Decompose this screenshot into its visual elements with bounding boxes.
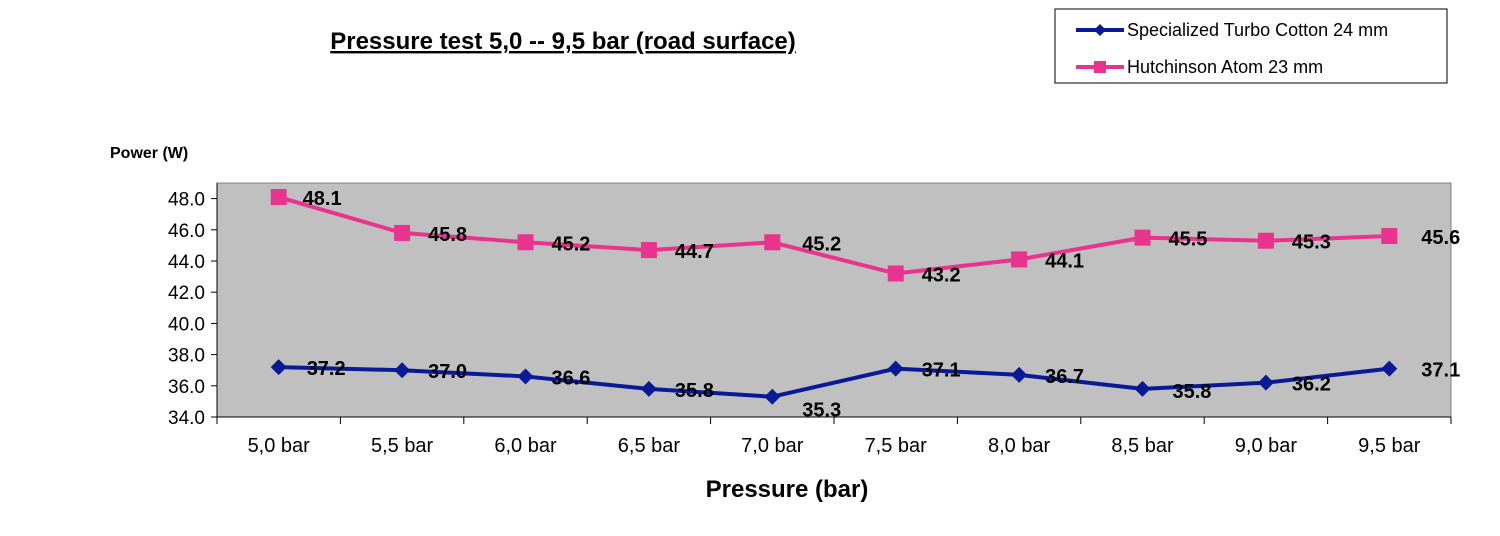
x-tick-label: 6,0 bar: [494, 435, 557, 457]
turbo-cotton-data-label: 37.2: [307, 358, 346, 380]
x-axis: 5,0 bar 5,5 bar 6,0 bar 6,5 bar 7,0 bar 7,5 b…: [216, 416, 1452, 457]
atom-data-label: 44.7: [675, 241, 714, 263]
turbo-cotton-data-label: 36.2: [1292, 374, 1331, 396]
turbo-cotton-diamond-marker: [1257, 374, 1274, 391]
turbo-cotton-data-label: 37.0: [428, 361, 467, 383]
y-axis-label: Power (W): [110, 145, 188, 162]
atom-data-label: 45.2: [552, 233, 591, 255]
turbo-cotton-diamond-marker: [1381, 360, 1398, 377]
atom-data-label: 48.1: [303, 188, 342, 210]
series-layer: [270, 189, 1398, 405]
y-axis: 34.0 36.0 38.0 40.0 42.0 44.0 46.0 48.0: [168, 183, 218, 429]
turbo-cotton-series-line: [276, 365, 1392, 399]
turbo-cotton-data-label: 36.7: [1045, 366, 1084, 388]
atom-square-marker: [764, 234, 781, 251]
atom-data-label: 45.2: [802, 233, 841, 255]
atom-data-label: 45.8: [428, 224, 467, 246]
turbo-cotton-data-label: 35.8: [1173, 381, 1212, 403]
x-tick-label: 8,5 bar: [1111, 435, 1174, 457]
x-tick-label: 7,0 bar: [741, 435, 804, 457]
atom-legend-square-marker: [1094, 61, 1106, 73]
turbo-cotton-diamond-marker: [1011, 366, 1028, 383]
x-tick-label: 9,0 bar: [1235, 435, 1298, 457]
x-axis-label: Pressure (bar): [706, 476, 869, 503]
turbo-cotton-diamond-marker: [517, 368, 534, 385]
atom-data-label: 44.1: [1045, 250, 1084, 272]
turbo-cotton-legend-diamond-marker: [1094, 24, 1106, 36]
y-tick-label: 38.0: [168, 346, 205, 367]
turbo-cotton-series: [270, 359, 1398, 405]
x-tick-label: 6,5 bar: [618, 435, 681, 457]
x-tick-label: 5,5 bar: [371, 435, 434, 457]
y-tick-label: 40.0: [168, 314, 205, 335]
x-tick-label: 5,0 bar: [248, 435, 311, 457]
y-tick-label: 34.0: [168, 408, 205, 429]
x-tick-label: 7,5 bar: [865, 435, 928, 457]
atom-legend-label: Hutchinson Atom 23 mm: [1127, 57, 1323, 77]
turbo-cotton-data-label: 35.8: [675, 380, 714, 402]
atom-square-marker: [1134, 229, 1151, 246]
turbo-cotton-data-label: 36.6: [552, 367, 591, 389]
y-tick-label: 46.0: [168, 221, 205, 242]
y-tick-label: 36.0: [168, 377, 205, 398]
legend: Specialized Turbo Cotton 24 mm Hutchinson…: [1054, 8, 1448, 84]
atom-square-marker: [1257, 232, 1274, 249]
turbo-cotton-diamond-marker: [270, 359, 287, 376]
atom-series: [270, 189, 1398, 282]
turbo-cotton-diamond-marker: [394, 362, 411, 379]
atom-square-marker: [887, 265, 904, 282]
atom-series-line: [276, 195, 1392, 276]
x-tick-label: 8,0 bar: [988, 435, 1051, 457]
atom-square-marker: [640, 242, 657, 259]
atom-data-label: 45.6: [1421, 227, 1460, 249]
y-tick-label: 42.0: [168, 283, 205, 304]
turbo-cotton-diamond-marker: [764, 388, 781, 405]
atom-data-label: 45.3: [1292, 232, 1331, 254]
x-tick-label: 9,5 bar: [1358, 435, 1421, 457]
turbo-cotton-diamond-marker: [640, 380, 657, 397]
chart-title: Pressure test 5,0 -- 9,5 bar (road surfa…: [330, 28, 796, 55]
atom-square-marker: [394, 224, 411, 241]
turbo-cotton-data-label: 37.1: [1421, 360, 1460, 382]
atom-data-label: 43.2: [922, 264, 961, 286]
turbo-cotton-diamond-marker: [1134, 380, 1151, 397]
turbo-cotton-data-label: 35.3: [802, 400, 841, 422]
atom-square-marker: [270, 189, 287, 206]
legend-box: [1054, 8, 1448, 84]
turbo-cotton-data-label: 37.1: [922, 360, 961, 382]
y-tick-label: 44.0: [168, 252, 205, 273]
turbo-cotton-legend-label: Specialized Turbo Cotton 24 mm: [1127, 20, 1388, 40]
y-tick-label: 48.0: [168, 190, 205, 211]
atom-data-label: 45.5: [1169, 229, 1208, 251]
atom-square-marker: [1381, 228, 1398, 245]
atom-square-marker: [1011, 251, 1028, 268]
turbo-cotton-diamond-marker: [887, 360, 904, 377]
atom-square-marker: [517, 234, 534, 251]
data-labels: 37.2 37.0 36.6 35.8 35.3 37.1 36.7 35.8 36.2 37.1…: [303, 188, 1461, 422]
